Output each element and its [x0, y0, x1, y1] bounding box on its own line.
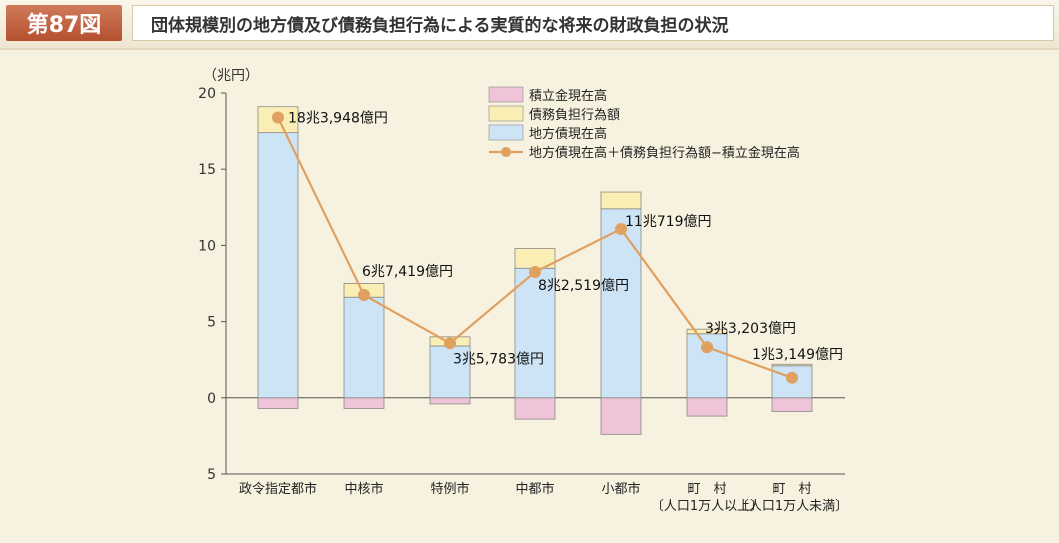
legend-debt-swatch — [488, 124, 524, 141]
net-burden-point — [701, 341, 713, 354]
bar-reserve — [429, 397, 471, 405]
y-tick-label: 20 — [198, 86, 216, 102]
data-label: 3兆3,203億円 — [705, 321, 796, 337]
legend-reserve-label: 積立金現在高 — [529, 88, 607, 104]
data-label: 18兆3,948億円 — [288, 110, 388, 126]
bar-reserve — [686, 397, 728, 417]
y-axis-unit: （兆円） — [203, 68, 259, 84]
legend-line-label: 地方債現在高＋債務負担行為額−積立金現在高 — [529, 145, 800, 161]
net-burden-point — [786, 371, 798, 384]
x-category-sublabel: 〔人口1万人未満〕 — [736, 499, 848, 514]
bar-reserve — [514, 397, 556, 420]
data-label: 11兆719億円 — [625, 214, 712, 230]
figure-header: 第87図 団体規模別の地方債及び債務負担行為による実質的な将来の財政負担の状況 — [0, 0, 1059, 50]
x-category-label: 小都市 — [601, 481, 640, 497]
legend-debt-label: 地方債現在高 — [529, 126, 607, 142]
bar-local-debt — [600, 208, 642, 399]
legend-reserve-swatch — [488, 86, 524, 103]
data-label: 1兆3,149億円 — [752, 347, 843, 363]
bar-debt-obligation — [686, 328, 728, 335]
figure-number-badge: 第87図 — [6, 5, 122, 41]
y-tick-label: 5 — [207, 315, 216, 331]
x-category-label: 中核市 — [344, 481, 383, 497]
y-tick-label: 15 — [198, 162, 216, 178]
x-category-label: 中都市 — [515, 481, 554, 497]
bar-local-debt — [257, 132, 299, 399]
bar-reserve — [771, 397, 813, 412]
legend-obligation-label: 債務負担行為額 — [529, 107, 620, 123]
net-burden-point — [358, 289, 370, 302]
net-burden-point — [529, 266, 541, 279]
figure-title: 団体規模別の地方債及び債務負担行為による実質的な将来の財政負担の状況 — [132, 5, 1054, 41]
legend-line-marker — [501, 147, 511, 157]
net-burden-point — [615, 223, 627, 236]
data-label: 8兆2,519億円 — [538, 278, 629, 294]
x-category-label: 町 村 — [687, 482, 726, 497]
y-tick-label: 0 — [207, 391, 216, 407]
bar-reserve — [257, 397, 299, 409]
net-burden-point — [444, 337, 456, 350]
bar-reserve — [600, 397, 642, 435]
data-label: 3兆5,783億円 — [453, 351, 544, 367]
net-burden-point — [272, 111, 284, 124]
bar-debt-obligation — [771, 363, 813, 367]
x-category-label: 町 村 — [772, 482, 811, 497]
y-tick-label: 10 — [198, 238, 216, 254]
y-tick-label: 5 — [207, 467, 216, 483]
x-category-label: 特例市 — [430, 481, 469, 497]
x-category-sublabel: 〔人口1万人以上〕 — [651, 499, 763, 514]
x-category-label: 政令指定都市 — [239, 481, 317, 497]
bar-local-debt — [514, 267, 556, 399]
bar-local-debt — [343, 296, 385, 399]
legend-obligation-swatch — [488, 105, 524, 122]
data-label: 6兆7,419億円 — [362, 264, 453, 280]
bar-debt-obligation — [600, 191, 642, 210]
bar-reserve — [343, 397, 385, 409]
bar-local-debt — [429, 345, 471, 399]
